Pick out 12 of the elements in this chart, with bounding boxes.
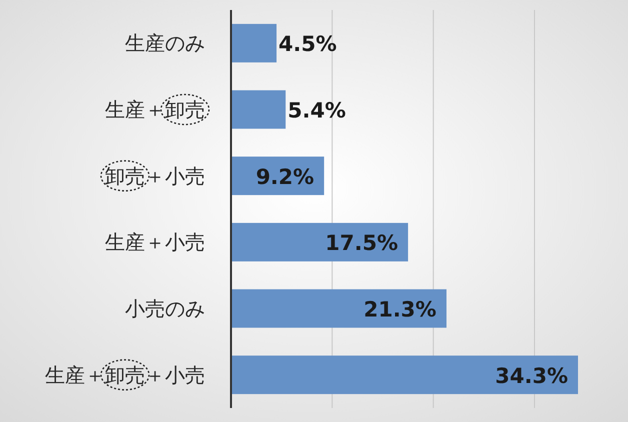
y-tick-label: 生産＋卸売＋小売	[45, 362, 205, 387]
data-label: 9.2%	[256, 164, 314, 189]
y-tick-label: 生産＋小売	[105, 230, 205, 254]
y-tick-label: 卸売＋小売	[105, 164, 205, 188]
y-tick-label: 生産＋卸売	[105, 98, 205, 122]
data-label: 4.5%	[278, 32, 337, 56]
data-label: 34.3%	[495, 364, 568, 388]
y-tick-label: 生産のみ	[125, 31, 205, 56]
data-label: 5.4%	[288, 98, 346, 122]
y-tick-label: 小売のみ	[125, 296, 205, 320]
data-label: 17.5%	[325, 231, 398, 256]
data-label: 21.3%	[364, 298, 436, 322]
